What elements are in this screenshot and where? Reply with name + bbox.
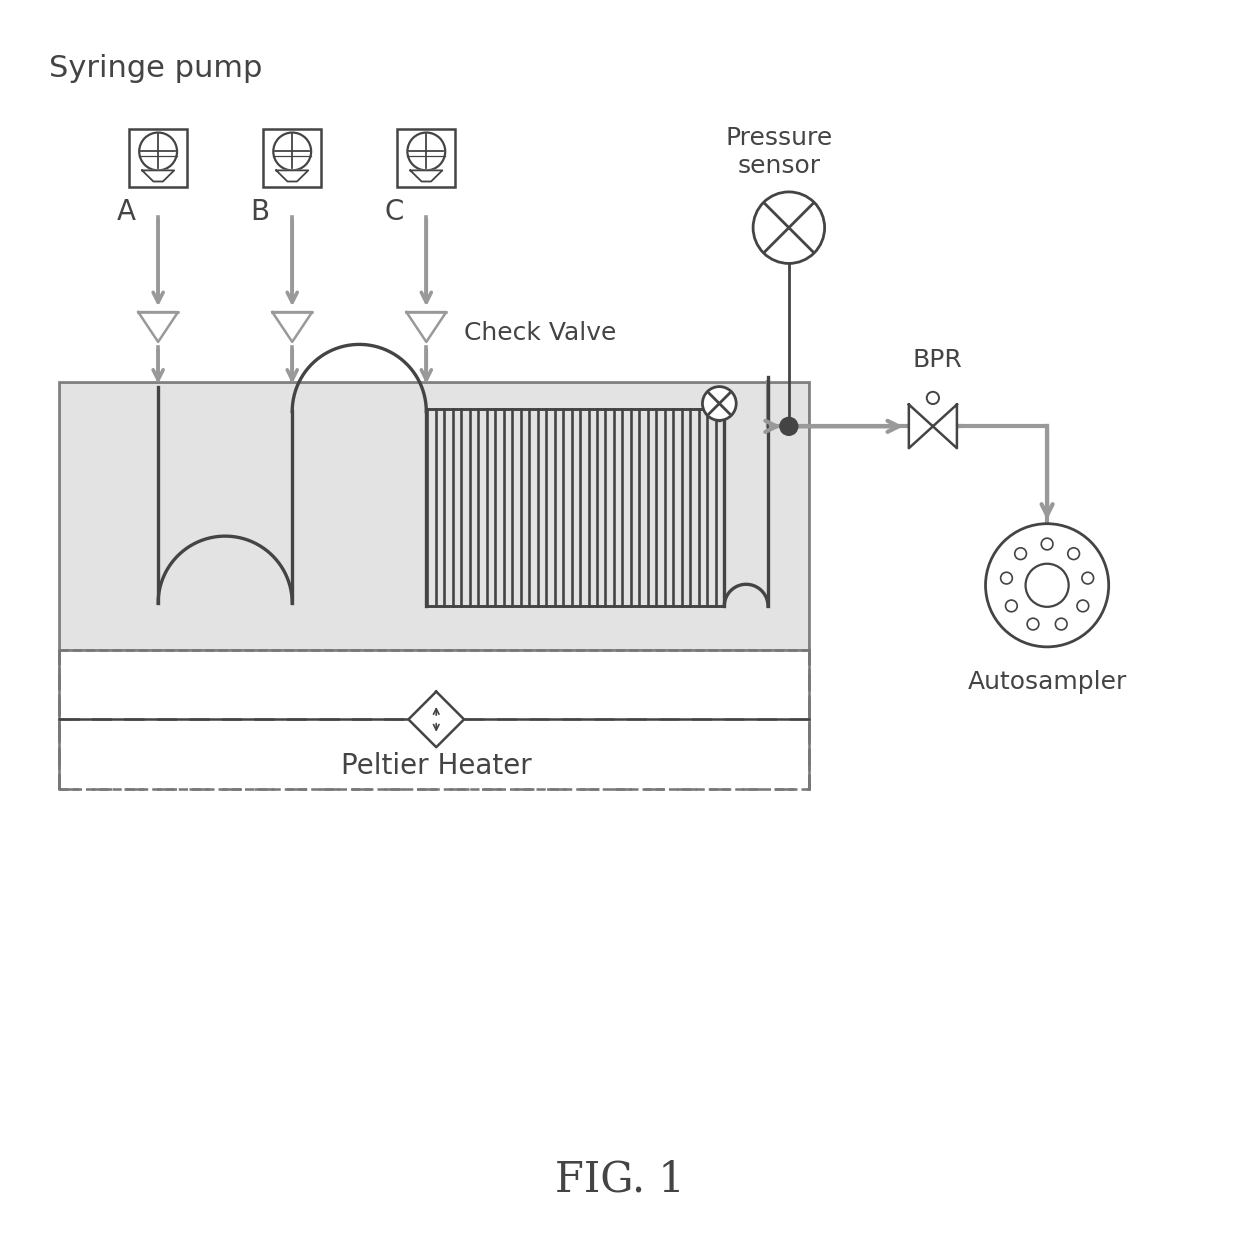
Circle shape	[986, 523, 1109, 646]
Circle shape	[1068, 548, 1080, 560]
Text: Syringe pump: Syringe pump	[48, 54, 262, 83]
Circle shape	[139, 133, 177, 171]
Bar	[58, 382, 808, 650]
Text: A: A	[117, 198, 135, 226]
Circle shape	[753, 192, 825, 264]
Text: B: B	[250, 198, 269, 226]
Polygon shape	[407, 312, 446, 341]
Circle shape	[702, 387, 737, 420]
Circle shape	[1001, 572, 1012, 584]
Text: Check Valve: Check Valve	[464, 321, 616, 345]
Bar	[58, 650, 808, 789]
Circle shape	[408, 133, 445, 171]
Circle shape	[1006, 600, 1017, 611]
Text: FIG. 1: FIG. 1	[556, 1158, 684, 1200]
Text: Peltier Heater: Peltier Heater	[341, 752, 532, 781]
Polygon shape	[410, 171, 443, 182]
Circle shape	[1025, 563, 1069, 607]
Text: Pressure
sensor: Pressure sensor	[725, 127, 832, 178]
Circle shape	[1081, 572, 1094, 584]
Bar	[129, 129, 187, 187]
Text: C: C	[384, 198, 404, 226]
Polygon shape	[408, 692, 464, 747]
Polygon shape	[909, 404, 932, 448]
Polygon shape	[273, 312, 312, 341]
Polygon shape	[932, 404, 957, 448]
Circle shape	[926, 392, 939, 404]
Circle shape	[273, 133, 311, 171]
Circle shape	[1042, 538, 1053, 550]
Polygon shape	[138, 312, 179, 341]
Bar	[263, 129, 321, 187]
Polygon shape	[277, 171, 309, 182]
Text: Autosampler: Autosampler	[967, 670, 1127, 694]
Text: BPR: BPR	[913, 348, 962, 371]
Bar	[397, 129, 455, 187]
Circle shape	[1014, 548, 1027, 560]
Circle shape	[1055, 619, 1068, 630]
Circle shape	[1027, 619, 1039, 630]
Circle shape	[780, 418, 797, 435]
Circle shape	[1078, 600, 1089, 611]
Polygon shape	[143, 171, 174, 182]
